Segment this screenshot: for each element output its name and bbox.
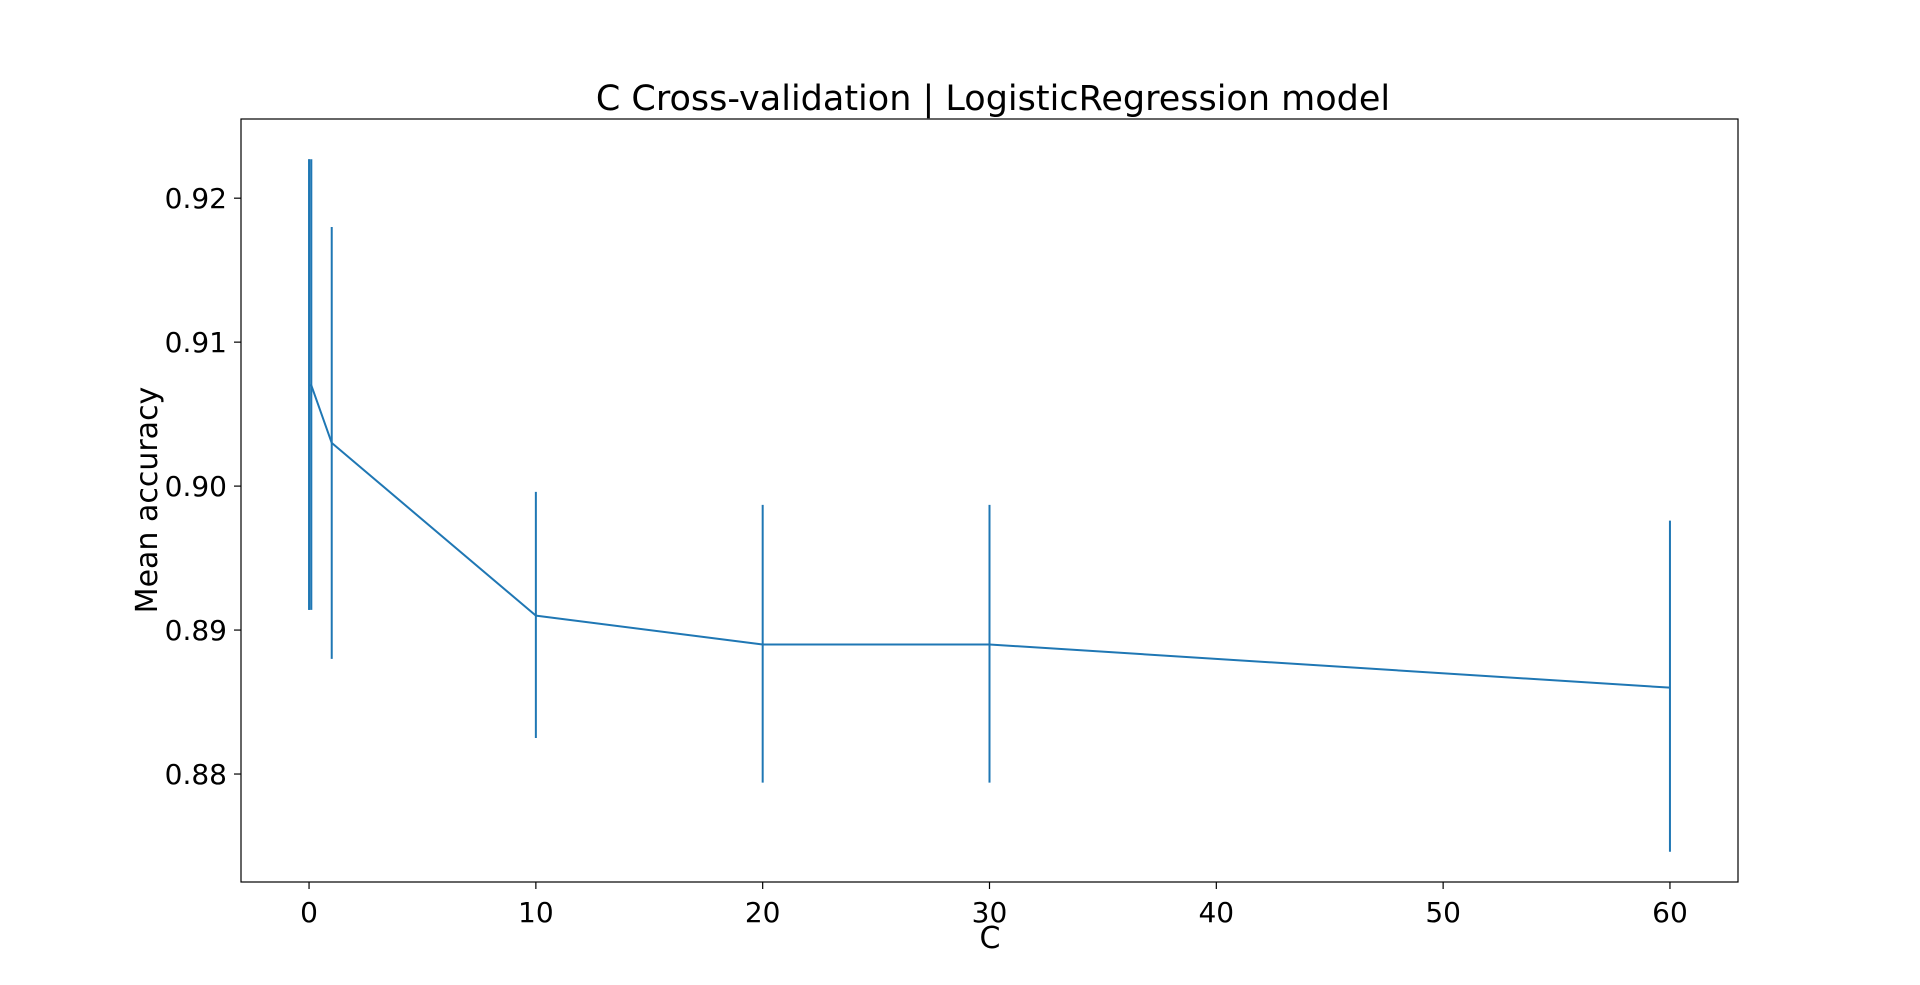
series-layer <box>308 159 1671 852</box>
y-tick-label: 0.91 <box>165 326 227 359</box>
x-tick-label: 20 <box>745 896 781 929</box>
x-axis: 0 10 20 30 40 50 60 <box>300 882 1688 929</box>
y-axis-label: Mean accuracy <box>130 387 165 614</box>
y-tick-label: 0.88 <box>165 758 227 791</box>
x-axis-label: C <box>980 921 1001 956</box>
x-tick-label: 10 <box>518 896 554 929</box>
x-tick-label: 50 <box>1425 896 1461 929</box>
y-tick-label: 0.89 <box>165 614 227 647</box>
x-tick-label: 30 <box>972 896 1008 929</box>
x-tick-label: 40 <box>1198 896 1234 929</box>
y-tick-label: 0.92 <box>165 182 227 215</box>
y-tick-label: 0.90 <box>165 470 227 503</box>
chart-title: C Cross-validation | LogisticRegression … <box>596 79 1390 119</box>
series-line <box>308 384 1671 689</box>
x-tick-label: 60 <box>1652 896 1688 929</box>
x-tick-label: 0 <box>300 896 318 929</box>
y-axis: 0.88 0.89 0.90 0.91 0.92 <box>165 182 241 791</box>
